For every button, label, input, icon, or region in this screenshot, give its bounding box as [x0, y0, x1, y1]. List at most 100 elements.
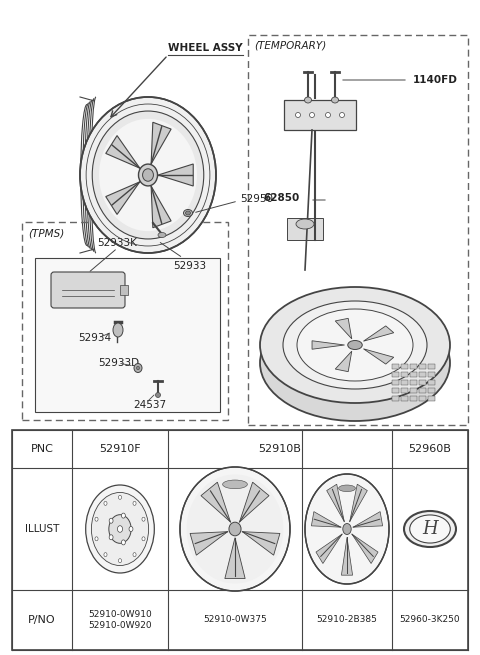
Ellipse shape: [142, 517, 145, 521]
Ellipse shape: [260, 287, 450, 403]
Ellipse shape: [223, 480, 247, 489]
Text: 52910-0W375: 52910-0W375: [203, 616, 267, 624]
Bar: [419, 380, 426, 385]
Ellipse shape: [338, 485, 355, 492]
Ellipse shape: [113, 323, 123, 337]
Polygon shape: [353, 512, 383, 527]
Bar: [428, 388, 435, 393]
Ellipse shape: [91, 493, 149, 565]
Ellipse shape: [133, 501, 136, 506]
Bar: [392, 396, 399, 401]
Ellipse shape: [156, 392, 160, 398]
Bar: [392, 372, 399, 377]
Ellipse shape: [109, 518, 113, 523]
Text: 52933D: 52933D: [98, 358, 139, 368]
Ellipse shape: [296, 219, 314, 229]
Ellipse shape: [404, 511, 456, 547]
Ellipse shape: [183, 210, 192, 217]
Polygon shape: [106, 136, 140, 168]
Ellipse shape: [229, 522, 241, 536]
Text: 52960-3K250: 52960-3K250: [400, 616, 460, 624]
Polygon shape: [335, 318, 352, 339]
Ellipse shape: [121, 540, 125, 545]
Ellipse shape: [86, 485, 155, 573]
Bar: [428, 380, 435, 385]
Polygon shape: [335, 351, 352, 371]
Ellipse shape: [304, 97, 312, 103]
Ellipse shape: [343, 523, 351, 534]
Bar: [35, 258, 220, 412]
Text: P/NO: P/NO: [28, 615, 56, 625]
Bar: [410, 388, 417, 393]
Bar: [284, 100, 356, 130]
Ellipse shape: [348, 341, 362, 350]
Polygon shape: [242, 532, 280, 555]
Bar: [410, 380, 417, 385]
Bar: [401, 396, 408, 401]
Bar: [401, 380, 408, 385]
Text: 52910F: 52910F: [99, 444, 141, 454]
Bar: [392, 364, 399, 369]
Ellipse shape: [410, 515, 450, 543]
Polygon shape: [363, 326, 394, 341]
Bar: [419, 396, 426, 401]
Bar: [419, 372, 426, 377]
Ellipse shape: [129, 527, 133, 531]
Ellipse shape: [134, 364, 142, 373]
Text: 52910-0W910
52910-0W920: 52910-0W910 52910-0W920: [88, 610, 152, 630]
Ellipse shape: [119, 495, 121, 499]
Polygon shape: [201, 482, 230, 522]
FancyBboxPatch shape: [51, 272, 125, 308]
Ellipse shape: [310, 113, 314, 117]
Bar: [428, 372, 435, 377]
Text: 24537: 24537: [133, 400, 166, 410]
Ellipse shape: [104, 501, 107, 506]
Ellipse shape: [187, 474, 283, 584]
Polygon shape: [352, 534, 378, 563]
Polygon shape: [151, 186, 171, 228]
Ellipse shape: [109, 534, 113, 540]
Ellipse shape: [118, 526, 122, 533]
Bar: [401, 388, 408, 393]
Text: 52960B: 52960B: [408, 444, 451, 454]
Polygon shape: [350, 484, 367, 521]
Text: 52910B: 52910B: [259, 444, 301, 454]
Text: 52933: 52933: [173, 261, 206, 271]
Bar: [392, 380, 399, 385]
Ellipse shape: [92, 111, 204, 239]
Bar: [401, 372, 408, 377]
Ellipse shape: [142, 537, 145, 541]
Text: (TPMS): (TPMS): [28, 228, 64, 238]
Text: 52910-2B385: 52910-2B385: [317, 616, 377, 624]
Ellipse shape: [119, 559, 121, 563]
Ellipse shape: [305, 474, 389, 584]
Ellipse shape: [109, 515, 131, 543]
Text: PNC: PNC: [31, 444, 53, 454]
Ellipse shape: [260, 305, 450, 421]
Text: 52934: 52934: [78, 333, 111, 343]
Polygon shape: [327, 484, 344, 521]
Polygon shape: [106, 182, 140, 214]
Bar: [410, 396, 417, 401]
Ellipse shape: [136, 366, 140, 370]
Ellipse shape: [325, 113, 331, 117]
Bar: [419, 364, 426, 369]
Ellipse shape: [297, 309, 413, 381]
Bar: [392, 388, 399, 393]
Bar: [410, 364, 417, 369]
Ellipse shape: [99, 119, 197, 231]
Bar: [401, 364, 408, 369]
Ellipse shape: [158, 233, 166, 238]
Polygon shape: [316, 534, 342, 563]
Polygon shape: [225, 538, 245, 578]
Polygon shape: [312, 512, 341, 527]
Bar: [410, 372, 417, 377]
Ellipse shape: [339, 113, 345, 117]
Ellipse shape: [283, 301, 427, 389]
Polygon shape: [151, 122, 171, 164]
Polygon shape: [158, 164, 193, 186]
Polygon shape: [341, 537, 353, 575]
Ellipse shape: [180, 467, 290, 591]
Text: (TEMPORARY): (TEMPORARY): [254, 41, 326, 51]
Bar: [428, 364, 435, 369]
